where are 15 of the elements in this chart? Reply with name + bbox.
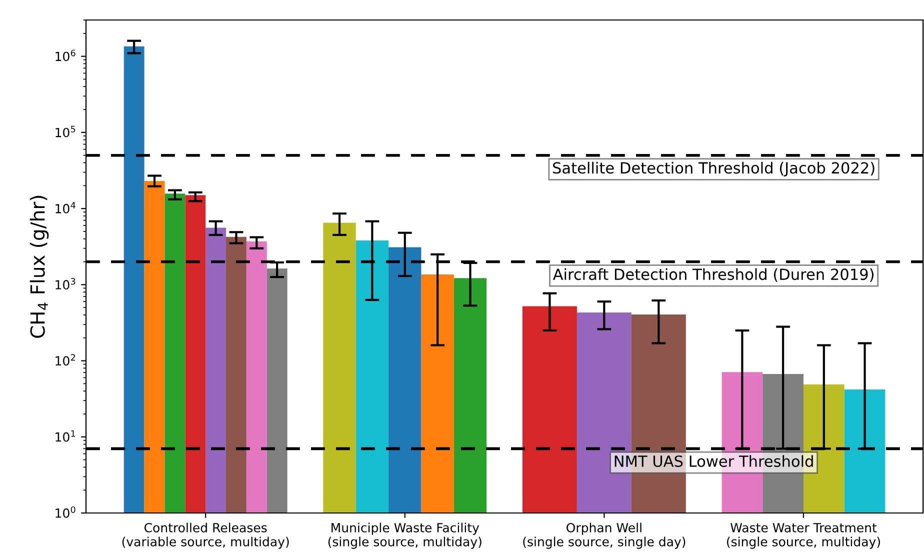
y-tick-label: 10$^{5}$ (56, 126, 76, 138)
y-tick-label: 10$^{0}$ (56, 506, 76, 518)
y-tick-label: 10$^{3}$ (56, 278, 76, 290)
y-tick-label: 10$^{6}$ (56, 50, 76, 62)
x-tick-label: Waste Water Treatment (single source, multiday) (727, 523, 880, 549)
ref-line-label: Satellite Detection Threshold (Jacob 2022) (553, 162, 874, 177)
y-tick-label: 10$^{2}$ (56, 354, 75, 366)
y-axis-title: CH$_{4}$ Flux (g/hr) (30, 196, 49, 338)
ref-line-label: Aircraft Detection Threshold (Duren 2019) (552, 268, 874, 282)
x-tick-label: Controlled Releases (variable source, multiday) (122, 522, 289, 549)
x-tick-label: Orphan Well (single source, single day) (523, 522, 686, 549)
x-tick-label: Municiple Waste Facility (single source, multiday) (328, 522, 482, 549)
y-tick-label: 10$^{4}$ (56, 202, 76, 214)
ref-line-label: NMT UAS Lower Threshold (614, 455, 813, 467)
y-tick-label: 10$^{1}$ (56, 430, 76, 442)
